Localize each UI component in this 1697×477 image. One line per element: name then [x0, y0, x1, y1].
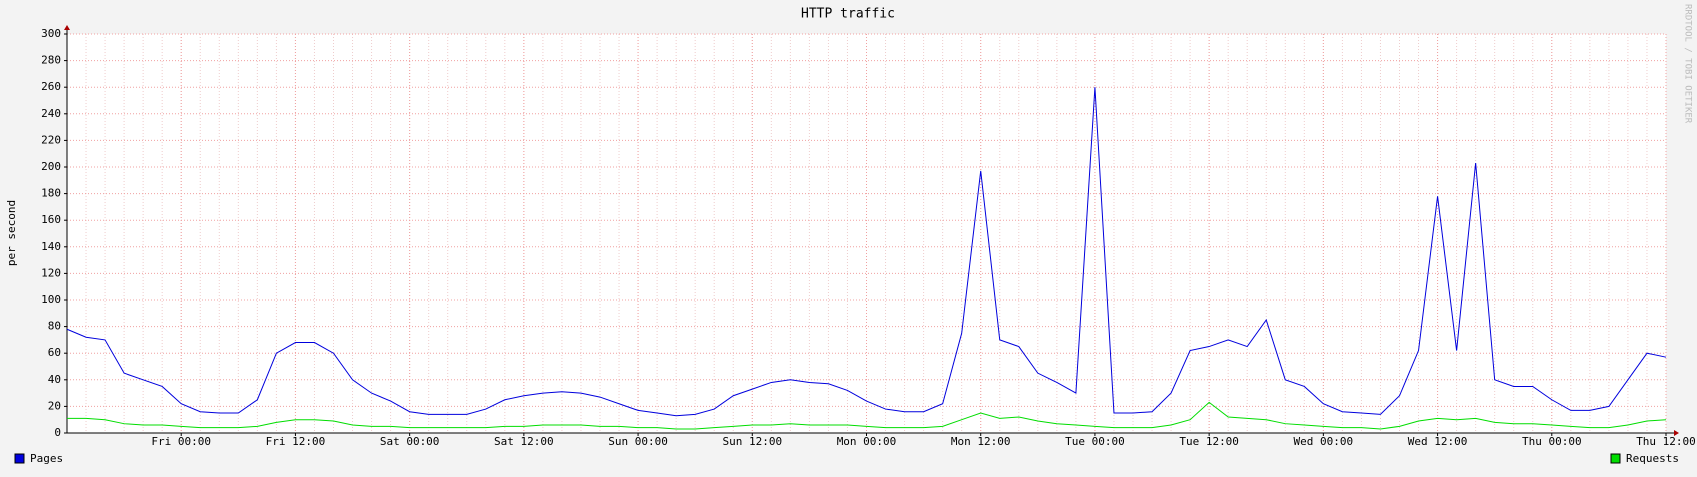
x-tick-label: Tue 00:00 [1065, 435, 1125, 448]
y-axis-label: per second [5, 200, 18, 266]
y-tick-label: 0 [54, 426, 61, 439]
watermark: RRDTOOL / TOBI OETIKER [1683, 4, 1693, 124]
y-tick-label: 60 [48, 346, 61, 359]
series-line [66, 87, 1667, 417]
y-tick-label: 180 [41, 187, 61, 200]
x-tick-label: Thu 12:00 [1636, 435, 1696, 448]
legend-swatch [1610, 453, 1621, 464]
axis-arrow [64, 25, 70, 30]
y-tick-label: 100 [41, 293, 61, 306]
series-line [67, 401, 1667, 430]
y-tick-label: 280 [41, 54, 61, 67]
y-tick-label: 120 [41, 266, 61, 279]
x-tick-label: Wed 12:00 [1408, 435, 1468, 448]
x-tick-label: Sat 12:00 [494, 435, 554, 448]
x-tick-label: Thu 00:00 [1522, 435, 1582, 448]
x-tick-label: Tue 12:00 [1179, 435, 1239, 448]
chart-title: HTTP traffic [801, 7, 895, 22]
y-tick-label: 240 [41, 107, 61, 120]
y-tick-label: 20 [48, 399, 61, 412]
y-tick-label: 260 [41, 80, 61, 93]
legend-swatch [14, 453, 25, 464]
y-tick-label: 40 [48, 373, 61, 386]
x-tick-label: Sat 00:00 [380, 435, 440, 448]
axis-arrow [1674, 430, 1679, 436]
y-tick-label: 160 [41, 213, 61, 226]
x-tick-label: Mon 00:00 [837, 435, 897, 448]
y-tick-label: 300 [41, 27, 61, 40]
x-tick-label: Fri 00:00 [151, 435, 211, 448]
legend-label: Pages [30, 452, 63, 465]
x-tick-label: Wed 00:00 [1294, 435, 1354, 448]
x-tick-label: Fri 12:00 [266, 435, 326, 448]
y-tick-label: 140 [41, 240, 61, 253]
x-tick-label: Mon 12:00 [951, 435, 1011, 448]
y-tick-label: 220 [41, 133, 61, 146]
legend-label: Requests [1626, 452, 1679, 465]
x-tick-label: Sun 12:00 [722, 435, 782, 448]
y-tick-label: 80 [48, 320, 61, 333]
y-tick-label: 200 [41, 160, 61, 173]
x-tick-label: Sun 00:00 [608, 435, 668, 448]
